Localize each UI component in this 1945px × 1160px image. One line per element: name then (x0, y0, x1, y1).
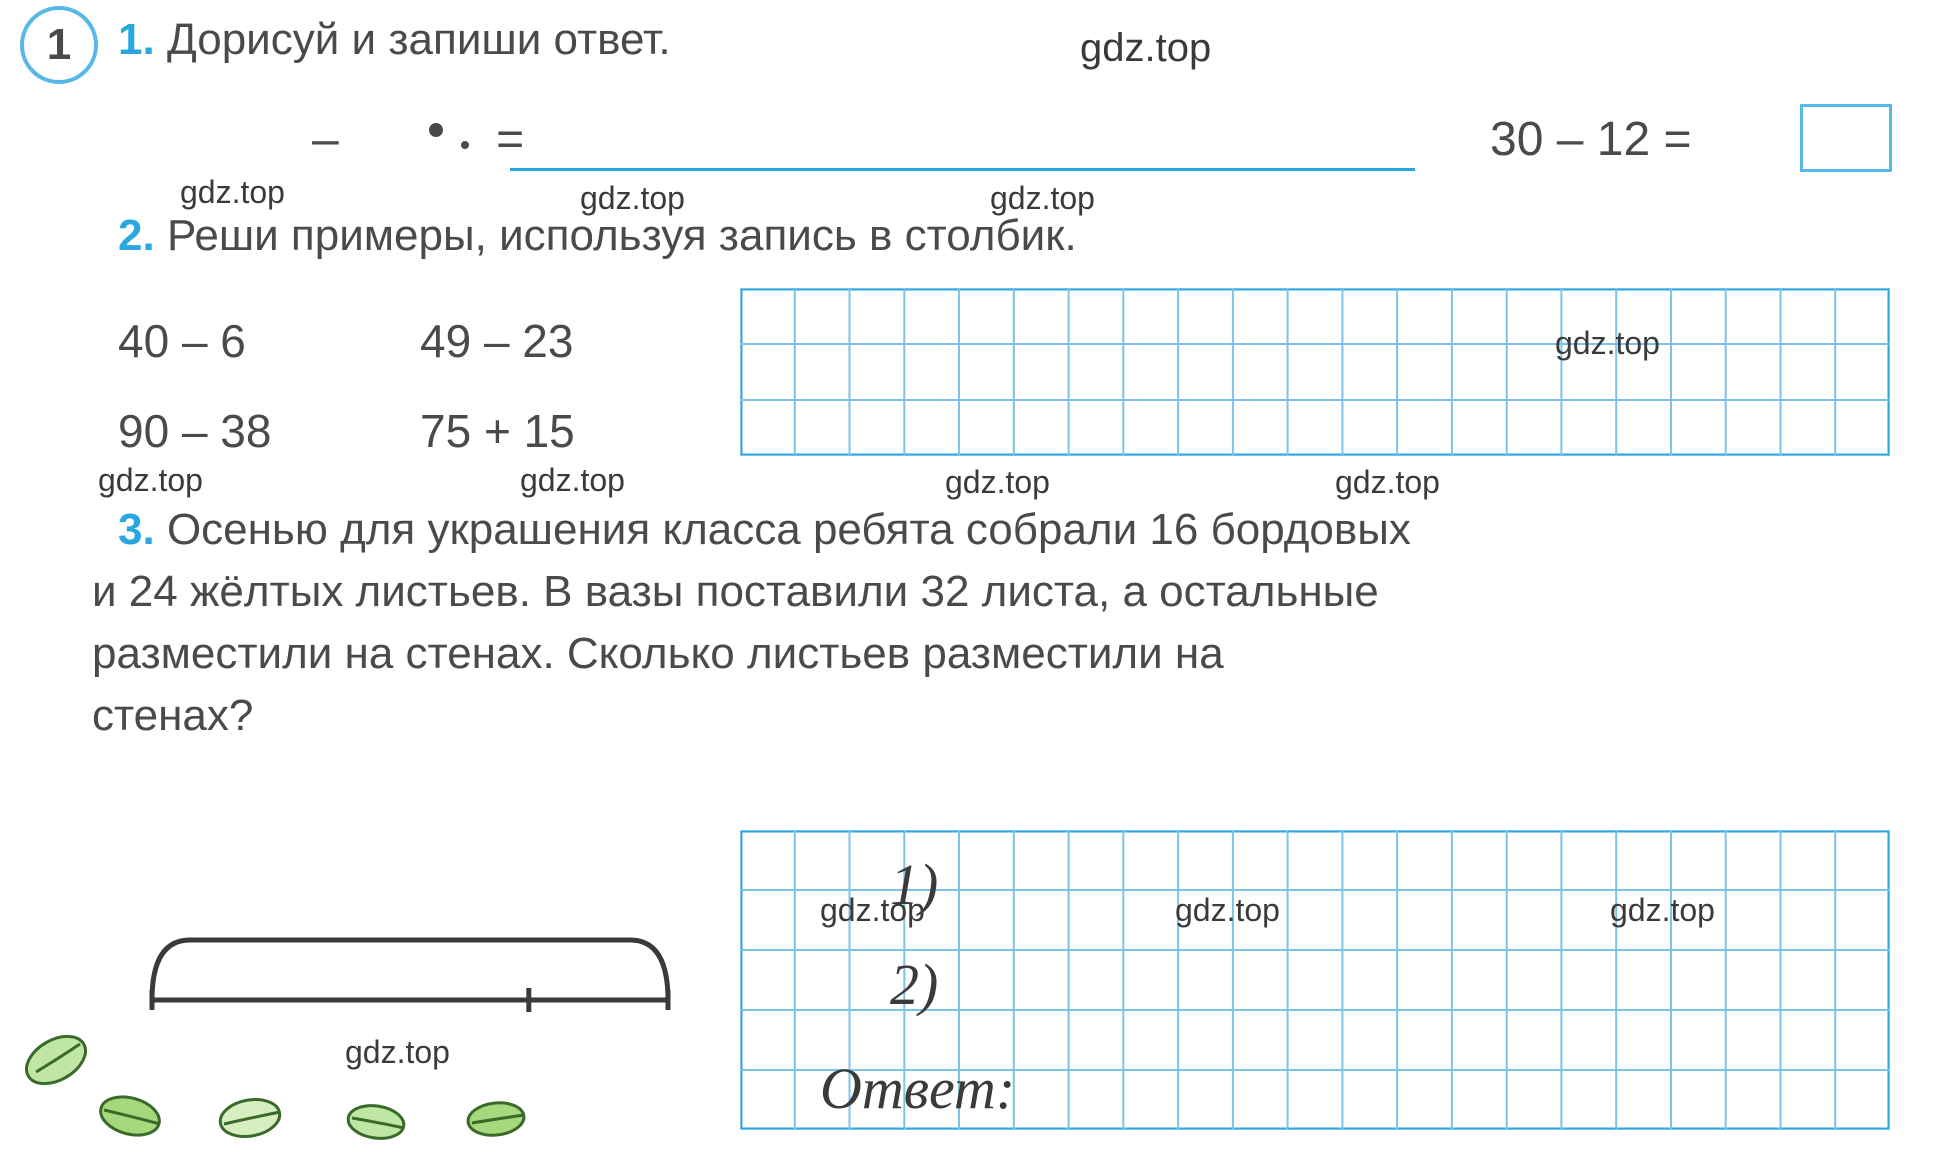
watermark-text: gdz.top (945, 464, 1050, 501)
q3-line1: 3. Осенью для украшения класса ребята со… (118, 500, 1411, 559)
q2-ex-4: 75 + 15 (420, 400, 575, 462)
segment-bracket-diagram (140, 930, 680, 1040)
q2-number: 2. (118, 211, 155, 260)
q1-text: Дорисуй и запиши ответ. (167, 15, 671, 64)
q3-text1: Осенью для украшения класса ребята собра… (167, 505, 1411, 554)
equals-sign: = (496, 113, 524, 166)
step-2-label: 2) (890, 946, 938, 1024)
leaf-icon (80, 1080, 190, 1160)
work-grid-top[interactable] (740, 288, 1890, 456)
triangle-icon (243, 117, 287, 161)
q1-answer-underline[interactable] (510, 168, 1415, 171)
q1-numeric-equation: 30 – 12 = (1490, 108, 1692, 173)
triangle-icon (116, 117, 160, 161)
dot-icon (461, 141, 469, 149)
leaf-icon (330, 1088, 430, 1158)
watermark-text: gdz.top (520, 462, 625, 499)
page: 1 1. Дорисуй и запиши ответ. – = 30 – 12… (0, 0, 1945, 1159)
exercise-badge-number: 1 (47, 20, 71, 70)
triangle-icon (362, 117, 406, 161)
step-1-label: 1) (890, 846, 938, 924)
q2-ex-3: 90 – 38 (118, 400, 271, 462)
leaf-icon (450, 1085, 550, 1155)
watermark-text: gdz.top (1080, 26, 1211, 71)
q1-answer-box[interactable] (1800, 104, 1892, 172)
q2-ex-1: 40 – 6 (118, 310, 246, 372)
q3-number: 3. (118, 505, 155, 554)
q3-line2: и 24 жёлтых листьев. В вазы поставили 32… (92, 562, 1379, 621)
watermark-text: gdz.top (98, 462, 203, 499)
leaf-icon (200, 1078, 310, 1158)
dot-icon (429, 123, 443, 137)
watermark-text: gdz.top (1335, 464, 1440, 501)
q1-line: 1. Дорисуй и запиши ответ. (118, 10, 671, 69)
q3-line3: разместили на стенах. Сколько листьев ра… (92, 624, 1224, 683)
q3-line4: стенах? (92, 686, 253, 745)
exercise-badge: 1 (20, 6, 98, 84)
q1-shape-equation: – = (116, 108, 524, 173)
q2-text: Реши примеры, используя запись в столбик… (167, 211, 1077, 260)
q1-number: 1. (118, 15, 155, 64)
q1-numeric-text: 30 – 12 = (1490, 113, 1692, 166)
answer-label: Ответ: (820, 1050, 1015, 1128)
triangle-icon (179, 117, 223, 161)
q2-line: 2. Реши примеры, используя запись в стол… (118, 206, 1077, 265)
q2-ex-2: 49 – 23 (420, 310, 573, 372)
minus-sign: – (312, 113, 339, 166)
